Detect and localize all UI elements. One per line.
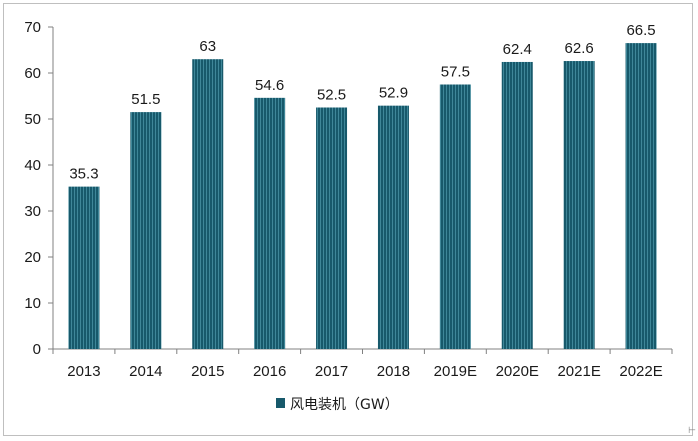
- data-label: 62.4: [503, 41, 532, 58]
- y-tick-label: 70: [24, 19, 41, 36]
- x-axis: 2013 2014 2015 2016 2017 2018 2019E 2020E 2021E 2…: [52, 348, 673, 380]
- y-tick-label: 10: [24, 295, 41, 312]
- bar: [563, 61, 595, 349]
- data-label: 51.5: [131, 91, 160, 108]
- bar: [316, 107, 348, 349]
- x-tick-label: 2022E: [619, 363, 662, 380]
- legend-swatch-icon: [276, 398, 285, 408]
- bar: [439, 84, 471, 349]
- bar: [68, 186, 100, 349]
- data-label: 62.6: [565, 40, 594, 57]
- x-tick-label: 2017: [315, 363, 348, 380]
- bar: [254, 97, 286, 349]
- bar: [130, 112, 162, 349]
- y-tick-label: 40: [24, 157, 41, 174]
- x-tick-label: 2015: [191, 363, 224, 380]
- data-labels: 35.3 51.5 63 54.6 52.5 52.9 57.5 62.4 62.6 66.5: [69, 22, 655, 183]
- y-tick-label: 0: [33, 341, 41, 358]
- x-tick-label: 2013: [67, 363, 100, 380]
- data-label: 54.6: [255, 77, 284, 94]
- data-label: 35.3: [69, 166, 98, 183]
- bar: [625, 43, 657, 349]
- y-axis: 0 10 20 30 40 50 60 70: [24, 19, 54, 358]
- arrow-marker-icon: ⊢: [688, 426, 696, 436]
- x-tick-label: 2019E: [434, 363, 477, 380]
- x-tick-label: 2014: [129, 363, 162, 380]
- x-tick-label: 2016: [253, 363, 286, 380]
- y-tick-label: 30: [24, 203, 41, 220]
- data-label: 52.9: [379, 85, 408, 102]
- legend: 风电装机（GW）: [276, 397, 399, 413]
- x-tick-label: 2018: [377, 363, 410, 380]
- bar: [377, 105, 409, 349]
- x-tick-label: 2021E: [557, 363, 600, 380]
- data-label: 57.5: [441, 64, 470, 81]
- legend-label: 风电装机（GW）: [290, 397, 399, 413]
- y-tick-label: 60: [24, 65, 41, 82]
- data-label: 66.5: [626, 22, 655, 39]
- bars: [68, 43, 657, 350]
- data-label: 52.5: [317, 87, 346, 104]
- bar: [501, 61, 533, 350]
- data-label: 63: [199, 38, 216, 55]
- bar: [192, 59, 224, 349]
- y-tick-label: 20: [24, 249, 41, 266]
- y-tick-label: 50: [24, 111, 41, 128]
- x-tick-label: 2020E: [496, 363, 539, 380]
